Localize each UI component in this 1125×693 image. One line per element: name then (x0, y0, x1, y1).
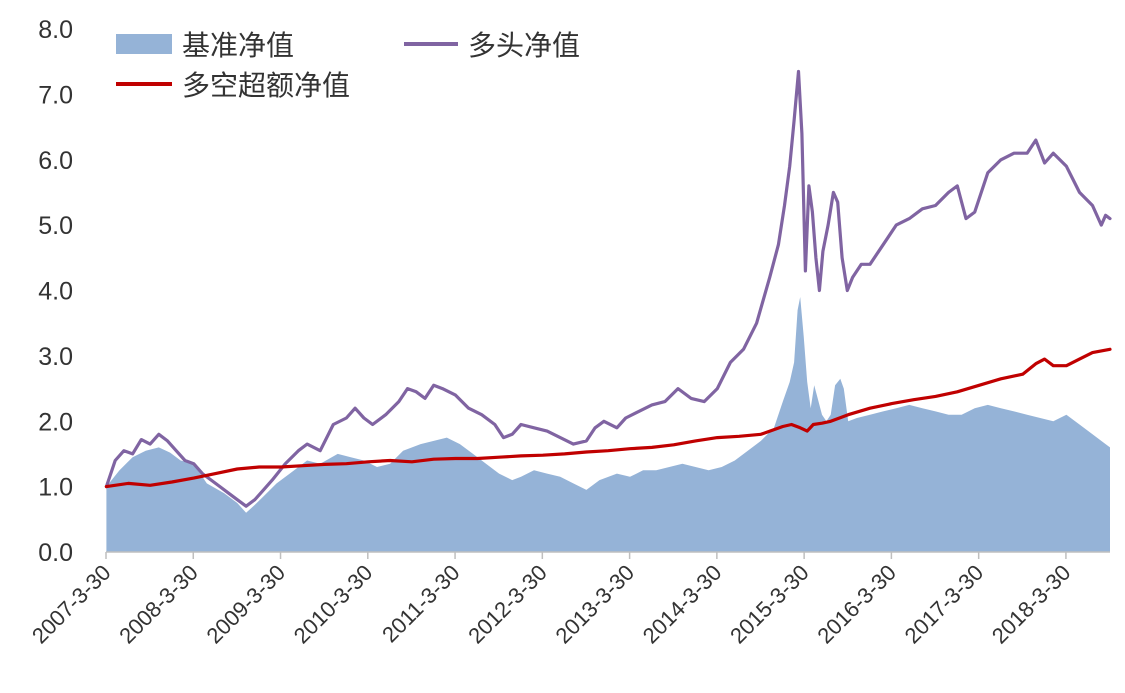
x-tick-label: 2011-3-30 (377, 560, 464, 647)
x-tick-label: 2007-3-30 (27, 560, 116, 649)
legend-label-long: 多头净值 (468, 29, 580, 62)
x-tick-label: 2009-3-30 (201, 560, 290, 649)
y-tick-label: 2.0 (38, 408, 73, 436)
y-tick-label: 7.0 (38, 81, 73, 109)
y-tick-label: 4.0 (38, 278, 73, 306)
x-tick-label: 2016-3-30 (812, 560, 901, 649)
y-tick-label: 6.0 (38, 147, 73, 175)
legend-swatch-benchmark (116, 34, 172, 54)
y-tick-label: 3.0 (38, 343, 73, 371)
x-tick-label: 2008-3-30 (114, 560, 203, 649)
y-tick-label: 8.0 (38, 16, 73, 44)
legend-label-benchmark: 基准净值 (182, 29, 294, 62)
x-tick-label: 2013-3-30 (551, 560, 640, 649)
x-tick-label: 2014-3-30 (638, 560, 727, 649)
series-line-longshort (104, 347, 1112, 489)
plot-area (104, 69, 1112, 552)
legend: 基准净值 多头净值 多空超额净值 (116, 29, 580, 102)
x-tick-label: 2018-3-30 (987, 560, 1076, 649)
y-tick-label: 1.0 (38, 474, 73, 502)
axes: 0.0 1.0 2.0 3.0 4.0 5.0 6.0 7.0 8.0 2007-3-302008… (27, 16, 1110, 648)
legend-label-longshort: 多空超额净值 (182, 69, 350, 102)
x-tick-label: 2010-3-30 (289, 560, 378, 649)
x-tick-label: 2015-3-30 (725, 560, 814, 649)
y-tick-label: 0.0 (38, 539, 73, 567)
y-tick-label: 5.0 (38, 212, 73, 240)
x-tick-label: 2017-3-30 (900, 560, 989, 649)
x-tick-label: 2012-3-30 (463, 560, 552, 649)
series-area-benchmark (106, 297, 1110, 552)
series-line-long (104, 69, 1112, 508)
